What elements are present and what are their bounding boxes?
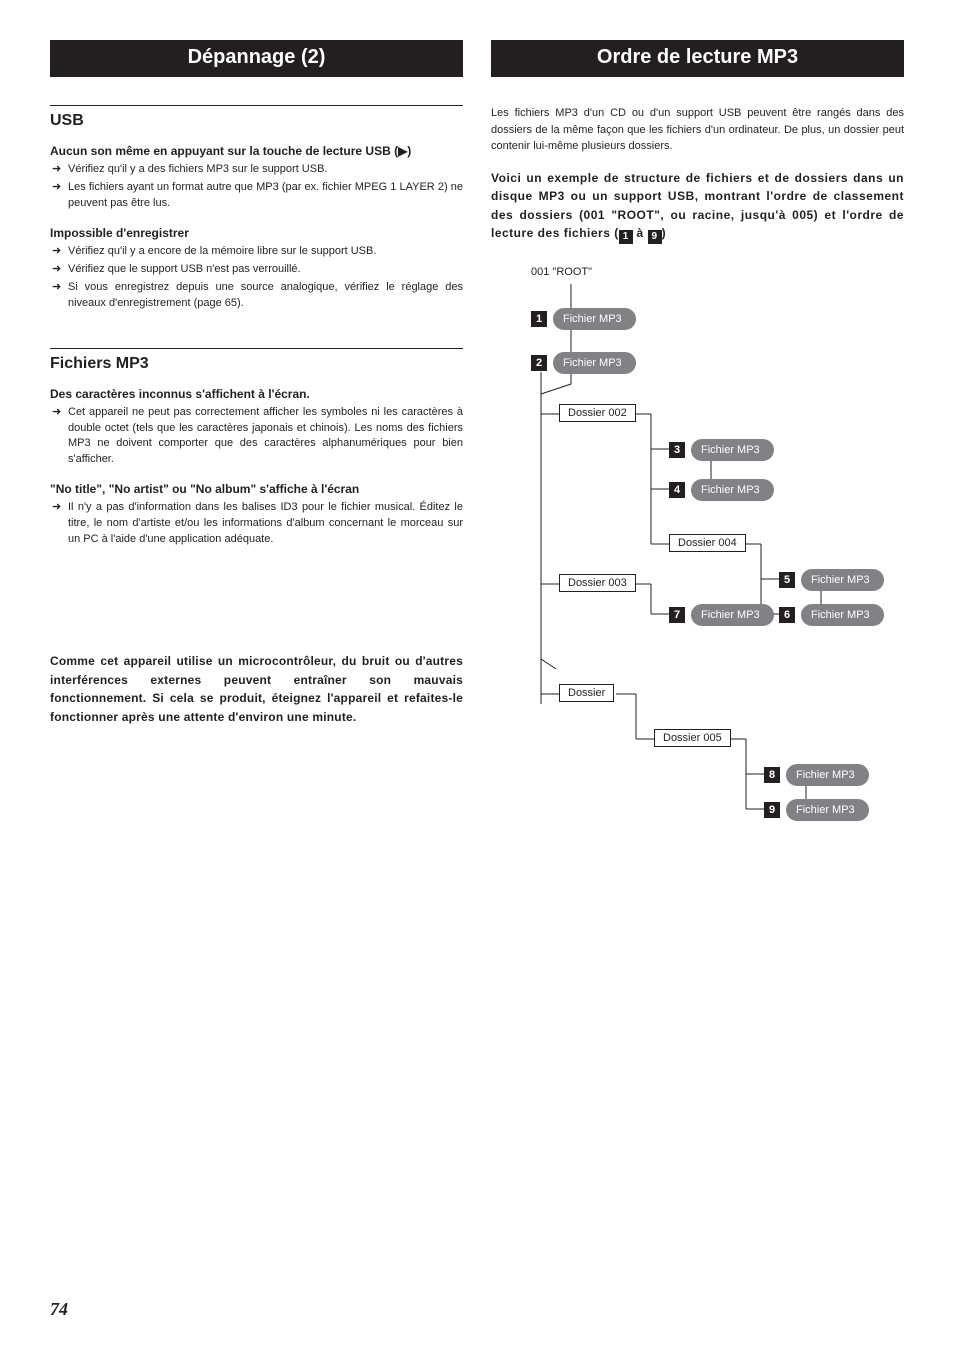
- mp3-title: Fichiers MP3: [50, 355, 463, 373]
- num-9-inline: 9: [648, 230, 662, 244]
- right-example: Voici un exemple de structure de fichier…: [491, 169, 904, 245]
- num-1: 1: [531, 311, 547, 327]
- left-banner: Dépannage (2): [50, 40, 463, 77]
- tree-diagram: 001 "ROOT" 1 Fichier MP3 2 Fichier MP3 Dos…: [501, 264, 904, 834]
- warning-text: Comme cet appareil utilise un microcontr…: [50, 652, 463, 726]
- file-2: Fichier MP3: [553, 352, 636, 374]
- usb-s1-head: Aucun son même en appuyant sur la touche…: [50, 144, 463, 158]
- folder-005: Dossier 005: [654, 729, 731, 747]
- num-5: 5: [779, 572, 795, 588]
- folder-004: Dossier 004: [669, 534, 746, 552]
- text: Voici un exemple de structure de fichier…: [491, 171, 904, 241]
- text: à: [633, 226, 648, 240]
- mp3-s2-head: "No title", "No artist" ou "No album" s'…: [50, 482, 463, 496]
- mp3-s1-list: Cet appareil ne peut pas correctement af…: [50, 405, 463, 469]
- usb-s1-list: Vérifiez qu'il y a des fichiers MP3 sur …: [50, 162, 463, 212]
- folder-003: Dossier 003: [559, 574, 636, 592]
- mp3-s1-head: Des caractères inconnus s'affichent à l'…: [50, 387, 463, 401]
- bullet: Vérifiez qu'il y a encore de la mémoire …: [50, 244, 463, 260]
- tree-root-label: 001 "ROOT": [531, 266, 681, 278]
- usb-s2-list: Vérifiez qu'il y a encore de la mémoire …: [50, 244, 463, 312]
- file-9: Fichier MP3: [786, 799, 869, 821]
- file-3: Fichier MP3: [691, 439, 774, 461]
- bullet: Cet appareil ne peut pas correctement af…: [50, 405, 463, 469]
- right-banner: Ordre de lecture MP3: [491, 40, 904, 77]
- bullet: Il n'y a pas d'information dans les bali…: [50, 500, 463, 548]
- file-1: Fichier MP3: [553, 308, 636, 330]
- folder-generic: Dossier: [559, 684, 614, 702]
- usb-s2-head: Impossible d'enregistrer: [50, 226, 463, 240]
- num-3: 3: [669, 442, 685, 458]
- mp3-s2-list: Il n'y a pas d'information dans les bali…: [50, 500, 463, 548]
- bullet: Les fichiers ayant un format autre que M…: [50, 180, 463, 212]
- num-9: 9: [764, 802, 780, 818]
- right-intro: Les fichiers MP3 d'un CD ou d'un support…: [491, 105, 904, 155]
- num-1-inline: 1: [619, 230, 633, 244]
- bullet: Vérifiez que le support USB n'est pas ve…: [50, 262, 463, 278]
- page-number: 74: [50, 1299, 68, 1320]
- file-8: Fichier MP3: [786, 764, 869, 786]
- file-5: Fichier MP3: [801, 569, 884, 591]
- text: ): [662, 226, 667, 240]
- num-2: 2: [531, 355, 547, 371]
- file-7: Fichier MP3: [691, 604, 774, 626]
- num-7: 7: [669, 607, 685, 623]
- usb-title: USB: [50, 112, 463, 130]
- divider: [50, 348, 463, 349]
- folder-002: Dossier 002: [559, 404, 636, 422]
- bullet: Si vous enregistrez depuis une source an…: [50, 280, 463, 312]
- file-6: Fichier MP3: [801, 604, 884, 626]
- num-4: 4: [669, 482, 685, 498]
- num-6: 6: [779, 607, 795, 623]
- num-8: 8: [764, 767, 780, 783]
- bullet: Vérifiez qu'il y a des fichiers MP3 sur …: [50, 162, 463, 178]
- file-4: Fichier MP3: [691, 479, 774, 501]
- divider: [50, 105, 463, 106]
